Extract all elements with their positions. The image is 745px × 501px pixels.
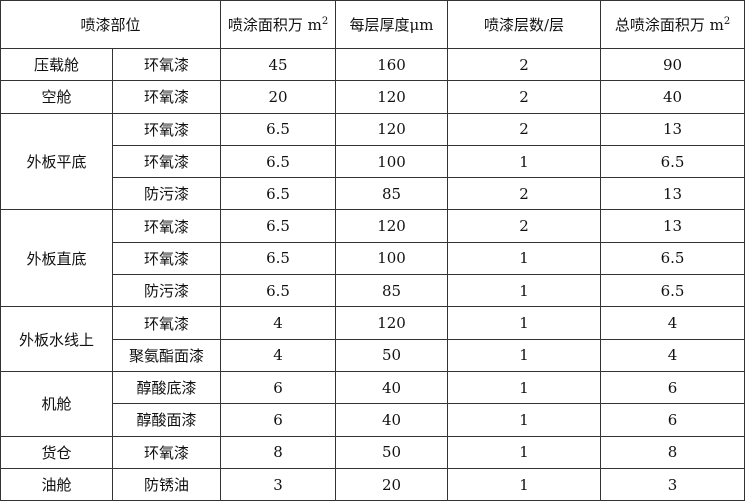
part-cell: 机舱	[0, 370, 113, 437]
header-layers: 喷漆层数/层	[447, 0, 602, 49]
total-cell: 6	[600, 370, 745, 405]
table-row: 聚氨酯面漆 4 50 1 4	[1, 338, 745, 372]
table-row: 外板水线上 环氧漆 4 120 1 4	[0, 306, 745, 372]
table-row: 防污漆 6.5 85 1 6.5	[1, 274, 745, 308]
table-row: 环氧漆 6.5 100 1 6.5	[1, 144, 745, 179]
table-row: 压载舱 环氧漆 45 160 2 90	[0, 47, 745, 82]
coating-cell: 防锈油	[111, 467, 222, 501]
header-part: 喷漆部位	[0, 0, 222, 49]
thickness-cell: 40	[335, 370, 449, 405]
layers-cell: 1	[447, 435, 602, 469]
total-cell: 8	[600, 435, 745, 469]
layers-cell: 1	[447, 274, 602, 308]
area-cell: 6	[220, 403, 337, 437]
table-row: 油舱 防锈油 3 20 1 3	[0, 467, 745, 501]
area-cell: 6	[220, 370, 337, 405]
thickness-cell: 120	[335, 209, 449, 243]
thickness-cell: 85	[335, 177, 449, 211]
thickness-cell: 100	[335, 241, 449, 276]
part-cell: 空舱	[0, 80, 113, 114]
header-thickness: 每层厚度μm	[335, 0, 449, 49]
layers-cell: 1	[447, 403, 602, 437]
table-row: 机舱 醇酸底漆 6 40 1 6	[0, 370, 745, 437]
coating-cell: 环氧漆	[111, 241, 222, 276]
layers-cell: 1	[447, 338, 602, 372]
layers-cell: 1	[447, 370, 602, 405]
area-cell: 45	[220, 47, 337, 82]
total-cell: 6.5	[600, 274, 745, 308]
coating-cell: 环氧漆	[111, 209, 222, 243]
area-cell: 6.5	[220, 241, 337, 276]
part-cell: 压载舱	[0, 47, 113, 82]
layers-cell: 1	[447, 144, 602, 179]
coating-cell: 环氧漆	[111, 80, 222, 114]
layers-cell: 2	[447, 177, 602, 211]
area-cell: 20	[220, 80, 337, 114]
layers-cell: 1	[447, 241, 602, 276]
thickness-cell: 40	[335, 403, 449, 437]
coating-cell: 环氧漆	[111, 144, 222, 179]
thickness-cell: 120	[335, 112, 449, 146]
total-cell: 6.5	[600, 144, 745, 179]
header-total: 总喷涂面积万 m2	[600, 0, 745, 49]
area-cell: 8	[220, 435, 337, 469]
area-cell: 4	[220, 306, 337, 340]
total-cell: 13	[600, 177, 745, 211]
table-row: 外板直底 环氧漆 6.5 120 2 13	[0, 209, 745, 308]
part-cell: 外板水线上	[0, 306, 113, 372]
area-cell: 6.5	[220, 144, 337, 179]
area-cell: 6.5	[220, 177, 337, 211]
layers-cell: 1	[447, 306, 602, 340]
part-cell: 货仓	[0, 435, 113, 469]
coating-cell: 防污漆	[111, 177, 222, 211]
area-cell: 3	[220, 467, 337, 501]
area-cell: 6.5	[220, 112, 337, 146]
coating-cell: 环氧漆	[111, 306, 222, 340]
layers-cell: 2	[447, 112, 602, 146]
total-cell: 3	[600, 467, 745, 501]
part-cell: 外板直底	[0, 209, 113, 308]
table-row: 防污漆 6.5 85 2 13	[1, 177, 745, 211]
total-cell: 6	[600, 403, 745, 437]
part-cell: 油舱	[0, 467, 113, 501]
layers-cell: 2	[447, 47, 602, 82]
coating-cell: 醇酸面漆	[111, 403, 222, 437]
table-row: 环氧漆 6.5 100 1 6.5	[1, 241, 745, 276]
thickness-cell: 50	[335, 435, 449, 469]
thickness-cell: 50	[335, 338, 449, 372]
table-row: 空舱 环氧漆 20 120 2 40	[0, 80, 745, 114]
total-cell: 4	[600, 338, 745, 372]
thickness-cell: 100	[335, 144, 449, 179]
layers-cell: 1	[447, 467, 602, 501]
total-cell: 90	[600, 47, 745, 82]
total-cell: 13	[600, 112, 745, 146]
thickness-cell: 20	[335, 467, 449, 501]
total-cell: 4	[600, 306, 745, 340]
thickness-cell: 160	[335, 47, 449, 82]
thickness-cell: 85	[335, 274, 449, 308]
table-row: 外板平底 环氧漆 6.5 120 2 13	[0, 112, 745, 211]
layers-cell: 2	[447, 80, 602, 114]
coating-cell: 环氧漆	[111, 435, 222, 469]
coating-cell: 醇酸底漆	[111, 370, 222, 405]
area-cell: 6.5	[220, 209, 337, 243]
total-cell: 40	[600, 80, 745, 114]
total-cell: 13	[600, 209, 745, 243]
thickness-cell: 120	[335, 306, 449, 340]
thickness-cell: 120	[335, 80, 449, 114]
coating-cell: 聚氨酯面漆	[111, 338, 222, 372]
total-cell: 6.5	[600, 241, 745, 276]
table-row: 醇酸面漆 6 40 1 6	[1, 403, 745, 437]
coating-cell: 环氧漆	[111, 47, 222, 82]
layers-cell: 2	[447, 209, 602, 243]
part-cell: 外板平底	[0, 112, 113, 211]
area-cell: 4	[220, 338, 337, 372]
table-row: 货仓 环氧漆 8 50 1 8	[0, 435, 745, 469]
header-area: 喷涂面积万 m2	[220, 0, 337, 49]
header-row: 喷漆部位 喷涂面积万 m2 每层厚度μm 喷漆层数/层 总喷涂面积万 m2	[0, 0, 745, 49]
coating-cell: 环氧漆	[111, 112, 222, 146]
area-cell: 6.5	[220, 274, 337, 308]
coating-cell: 防污漆	[111, 274, 222, 308]
